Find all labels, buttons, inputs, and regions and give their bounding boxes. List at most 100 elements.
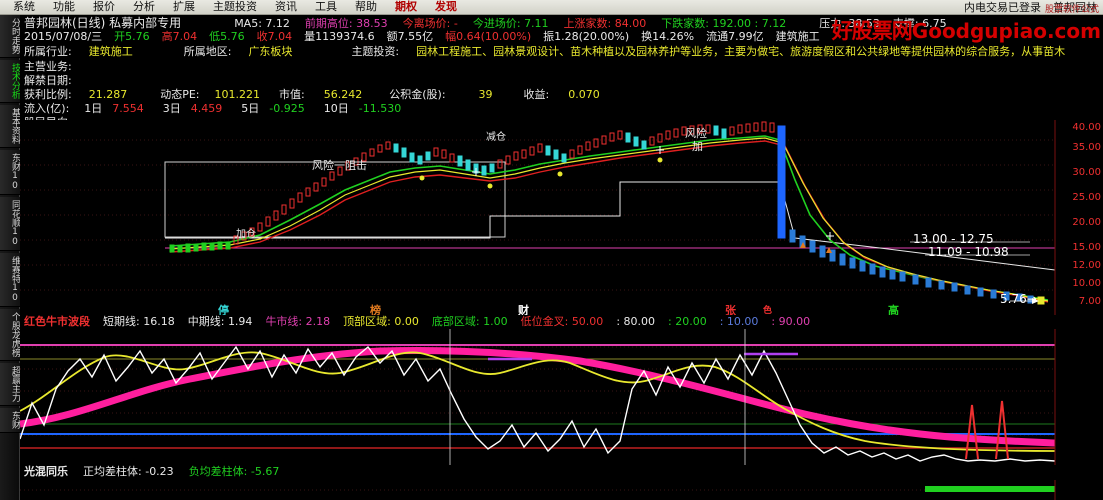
stock-info-header: 普邦园林(日线) 私募内部专用 MA5: 7.12 前期高位: 38.53 今离… [20, 15, 1103, 120]
theme-value: 园林工程施工、园林景观设计、苗木种植以及园林养护等业务，主要为做宅、旅游度假区和… [416, 45, 1066, 58]
turnover-label: 换 [641, 30, 653, 43]
watermark-tag: 股票软件公式 [1044, 5, 1099, 15]
sidebar-item-dongcai10[interactable]: 东财10 [0, 150, 20, 195]
sidebar-item-dragon-tiger[interactable]: 个股龙虎榜 [0, 309, 20, 361]
cross-markers [472, 146, 834, 240]
indicator2-neg-label: 负均差柱体: [188, 465, 248, 478]
price-chart-pane[interactable]: 40.00 35.00 30.00 25.00 20.00 15.00 12.0… [20, 120, 1103, 315]
axis-tick-8: 7.00 [1078, 296, 1101, 307]
volume-label: 量 [304, 30, 316, 43]
reserve-fund-value: 39 [478, 88, 493, 101]
sidebar-item-main-force[interactable]: 超赢主力 [0, 363, 20, 406]
indicator1-level-80: : 80.00 [616, 315, 656, 328]
indicator1-svg [20, 329, 1056, 465]
enter-price-label: 今进场价: [472, 17, 521, 30]
price-annotation-3: 5.76→ [1000, 292, 1037, 306]
login-status: 内电交易已登录 [964, 1, 1041, 14]
menu-item-function[interactable]: 功能 [53, 0, 75, 13]
macd-green-bars [925, 486, 1055, 492]
marker-ranking: 榜 [370, 304, 381, 317]
pressure-label: 压力: [819, 17, 845, 30]
profit-ratio-value: 21.287 [88, 88, 128, 101]
sidebar-item-intraday[interactable]: 分时走势 [0, 15, 20, 58]
menu-item-quote[interactable]: 报价 [93, 0, 115, 13]
indicator2-title-bar: 光混同乐 正均差柱体: -0.23 负均差柱体: -5.67 [20, 465, 279, 479]
annotation-arrow [1032, 298, 1039, 304]
menu-item-theme-investment[interactable]: 主题投资 [213, 0, 257, 13]
support-value: 6.75 [922, 17, 947, 30]
price-annotation-1: 13.00 - 12.75 [913, 232, 994, 246]
close-value: 7.04 [267, 30, 293, 43]
region-value[interactable]: 广东板块 [248, 45, 293, 58]
prev-high-value: 38.53 [356, 17, 388, 30]
inline-label-risk: 风险 [685, 127, 707, 140]
sidebar-item-fundamentals[interactable]: 基本资料 [0, 105, 20, 148]
market-value-label: 市值: [279, 88, 305, 101]
watermark-en: Goodgupiao.com [911, 19, 1101, 43]
industry-value[interactable]: 建筑施工 [88, 45, 133, 58]
industry-label: 所属行业: [24, 45, 72, 58]
indicator1-top-label: 顶部区域: [343, 315, 391, 328]
amplitude-value: 1.28(20.00%) [554, 30, 630, 43]
menu-item-options[interactable]: 期权 [395, 0, 417, 13]
indicator2-neg-value: -5.67 [250, 465, 280, 478]
volume-value: 1139374.6 [315, 30, 375, 43]
ma5-label: MA5: [234, 17, 262, 30]
turnover-value: 14.26% [652, 30, 695, 43]
sidebar-item-tonghuashun10[interactable]: 同花顺10 [0, 197, 20, 251]
sidebar-item-technical[interactable]: 技术分析 [0, 60, 20, 103]
indicator1-level-90: : 90.00 [771, 315, 811, 328]
menu-item-help[interactable]: 帮助 [355, 0, 377, 13]
crash-candle [777, 125, 786, 239]
indicator2-svg [20, 480, 1056, 500]
menu-item-analysis[interactable]: 分析 [133, 0, 155, 13]
menu-item-system[interactable]: 系统 [13, 0, 35, 13]
inflow-3d-value: 4.459 [190, 102, 223, 115]
bull-band-indicator-pane[interactable]: 红色牛市波段 短期线: 16.18 中期线: 1.94 牛市线: 2.18 顶部… [20, 315, 1103, 465]
amount-value: 7.55亿 [397, 30, 434, 43]
inline-label-add: 加仓 [236, 229, 256, 240]
left-tab-strip: 分时走势 技术分析 基本资料 东财10 同花顺10 维赛特10 个股龙虎榜 超赢… [0, 15, 20, 500]
axis-tick-3: 25.00 [1072, 192, 1101, 203]
sidebar-item-weisaite10[interactable]: 维赛特10 [0, 253, 20, 307]
price-axis: 40.00 35.00 30.00 25.00 20.00 15.00 12.0… [1055, 120, 1103, 315]
close-label: 收 [256, 30, 268, 43]
quote-date: 2015/07/08/三 [24, 30, 103, 43]
reserve-fund-label: 公积金(股): [389, 88, 446, 101]
float-label: 流通 [706, 30, 729, 43]
indicator1-gold-value: 50.00 [571, 315, 604, 328]
indicator1-title-bar: 红色牛市波段 短期线: 16.18 中期线: 1.94 牛市线: 2.18 顶部… [20, 315, 810, 329]
marker-rise: 张 [725, 304, 736, 317]
indicator1-short-label: 短期线: [103, 315, 140, 328]
indicator2-name: 光混同乐 [24, 465, 68, 478]
menu-item-tools[interactable]: 工具 [315, 0, 337, 13]
indicator1-top-value: 0.00 [394, 315, 419, 328]
sidebar-item-dongcai[interactable]: 东财 [0, 408, 20, 433]
last-candle [1037, 296, 1045, 305]
change-label: 幅 [445, 30, 457, 43]
investor-sentiment-label: 股民导向: [24, 116, 72, 120]
inline-label-risk-strike: 风险一阻击 [312, 159, 367, 172]
page-title: 普邦园林(日线) 私募内部专用 [24, 16, 182, 30]
indicator1-gold-label: 低位金叉: [520, 315, 569, 328]
indicator1-level-20: : 20.00 [668, 315, 707, 328]
macd-indicator-pane[interactable]: 光混同乐 正均差柱体: -0.23 负均差柱体: -5.67 [20, 465, 1103, 500]
indicator1-mid-value: 1.94 [227, 315, 253, 328]
watermark: 股票软件公式 好股票网Goodgupiao.com [832, 2, 1101, 45]
axis-tick-1: 35.00 [1072, 142, 1101, 153]
open-value: 5.76 [125, 30, 150, 43]
indicator2-pos-label: 正均差柱体: [83, 465, 142, 478]
inflow-10d-value: -11.530 [358, 102, 402, 115]
indicator1-bull-label: 牛市线: [265, 315, 303, 328]
menu-item-news[interactable]: 资讯 [275, 0, 297, 13]
short-line-white [20, 345, 1056, 462]
menu-item-discover[interactable]: 发现 [435, 0, 457, 13]
inflow-1d-label: 1日 [84, 102, 103, 115]
open-label: 开 [114, 30, 126, 43]
menu-item-extend[interactable]: 扩展 [173, 0, 195, 13]
support-label: 支撑: [892, 17, 919, 30]
selection-box [164, 161, 506, 238]
up-count-label: 上涨家数: [563, 17, 612, 30]
inline-label-reduce: 减仓 [486, 132, 506, 143]
